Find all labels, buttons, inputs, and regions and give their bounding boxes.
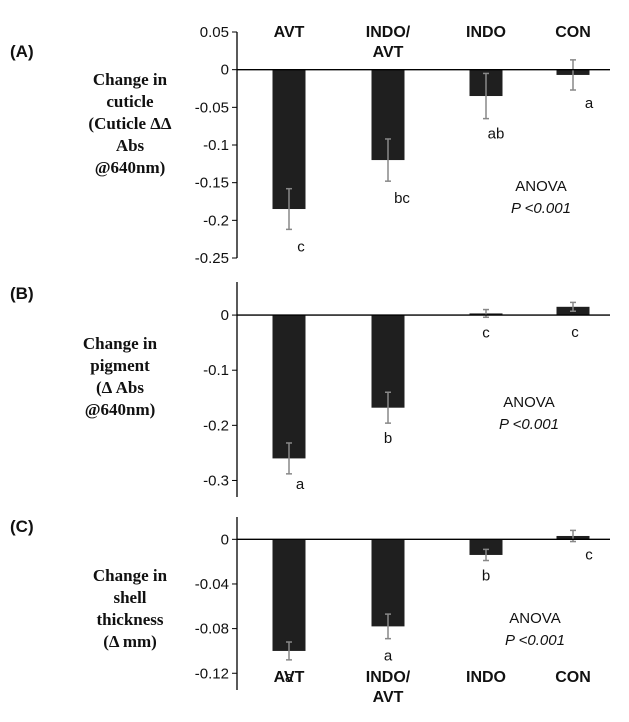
anova-label: ANOVA (515, 178, 566, 195)
significance-letter: c (571, 324, 579, 341)
y-axis-label-line: Change in (93, 70, 168, 89)
y-tick-label: -0.1 (203, 362, 229, 379)
significance-letter: c (585, 547, 593, 564)
category-label: AVT (373, 44, 404, 61)
significance-letter: c (297, 238, 305, 255)
significance-letter: a (384, 648, 393, 665)
anova-label: ANOVA (503, 394, 554, 411)
significance-letter: a (285, 669, 294, 686)
y-tick-label: -0.1 (203, 137, 229, 154)
significance-letter: c (482, 324, 490, 341)
bar (469, 539, 503, 555)
category-label: AVT (373, 689, 404, 706)
y-tick-label: -0.15 (195, 175, 229, 192)
p-value-label: P <0.001 (499, 416, 559, 433)
significance-letter: a (585, 95, 594, 112)
y-axis-label-line: (Δ Abs (96, 378, 144, 397)
bar (371, 539, 405, 627)
category-label: INDO/ (366, 669, 411, 686)
bar (272, 539, 306, 651)
significance-letter: b (384, 430, 392, 447)
y-axis-label-line: thickness (96, 610, 163, 629)
y-tick-label: -0.04 (195, 576, 229, 593)
significance-letter: bc (394, 190, 410, 207)
y-axis-label-line: Change in (83, 334, 158, 353)
y-tick-label: -0.2 (203, 212, 229, 229)
category-label: CON (555, 24, 591, 41)
y-axis-label-line: Change in (93, 566, 168, 585)
y-axis-label-line: (Cuticle ΔΔ (88, 114, 171, 133)
category-label: CON (555, 669, 591, 686)
y-axis-label-line: @640nm) (85, 400, 156, 419)
significance-letter: ab (488, 126, 505, 143)
y-tick-label: -0.12 (195, 665, 229, 682)
panel-label: (B) (10, 284, 34, 303)
y-tick-label: -0.05 (195, 99, 229, 116)
panel-label: (C) (10, 517, 34, 536)
y-tick-label: -0.2 (203, 417, 229, 434)
y-axis-label-line: @640nm) (95, 158, 166, 177)
panel-label: (A) (10, 42, 34, 61)
category-label: AVT (274, 24, 305, 41)
category-label: INDO (466, 24, 506, 41)
anova-label: ANOVA (509, 610, 560, 627)
y-tick-label: 0.05 (200, 24, 229, 41)
category-label: AVT (274, 669, 305, 686)
y-tick-label: 0 (221, 307, 229, 324)
significance-letter: a (296, 476, 305, 493)
y-axis-label-line: Abs (116, 136, 145, 155)
y-tick-label: -0.25 (195, 250, 229, 267)
y-tick-label: -0.3 (203, 472, 229, 489)
category-label: INDO/ (366, 24, 411, 41)
y-tick-label: 0 (221, 62, 229, 79)
significance-letter: b (482, 568, 490, 585)
y-axis-label-line: cuticle (106, 92, 154, 111)
y-axis-label-line: (Δ mm) (103, 632, 157, 651)
p-value-label: P <0.001 (511, 200, 571, 217)
bar (272, 315, 306, 459)
bar (272, 69, 306, 210)
y-tick-label: -0.08 (195, 621, 229, 638)
category-label: INDO (466, 669, 506, 686)
p-value-label: P <0.001 (505, 632, 565, 649)
y-tick-label: 0 (221, 531, 229, 548)
y-axis-label-line: pigment (90, 356, 150, 375)
y-axis-label-line: shell (113, 588, 146, 607)
